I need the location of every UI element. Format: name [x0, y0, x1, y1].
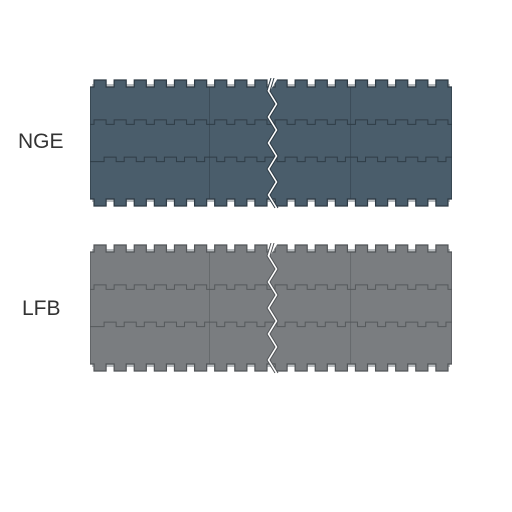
belt-lfb — [90, 243, 452, 377]
variant-label-nge: NGE — [18, 130, 64, 154]
diagram-container: { "variants": [ { "key": "nge", "label":… — [0, 0, 512, 512]
belt-nge — [90, 78, 452, 212]
variant-label-lfb: LFB — [22, 297, 61, 321]
